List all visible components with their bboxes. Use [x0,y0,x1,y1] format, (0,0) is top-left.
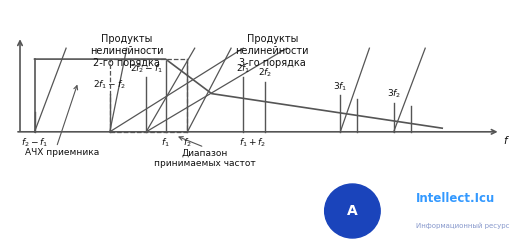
Text: Продукты
нелинейности
2-го порядка: Продукты нелинейности 2-го порядка [90,34,164,68]
Text: АЧХ приемника: АЧХ приемника [25,148,99,157]
Ellipse shape [324,184,380,238]
Text: $2f_1$: $2f_1$ [236,62,250,74]
Text: $2f_2-f_1$: $2f_2-f_1$ [130,62,163,74]
Text: $f_1$: $f_1$ [161,137,170,149]
Text: $f_2$: $f_2$ [183,137,192,149]
Text: $3f_2$: $3f_2$ [387,88,401,100]
Text: Продукты
нелинейности
3-го порядка: Продукты нелинейности 3-го порядка [235,34,309,68]
Text: $2f_2$: $2f_2$ [258,66,272,79]
Text: Информационный ресурс: Информационный ресурс [416,223,509,229]
Text: $2f_1-f_2$: $2f_1-f_2$ [93,78,126,91]
Text: A: A [347,204,358,218]
Text: Диапазон
принимаемых частот: Диапазон принимаемых частот [153,148,255,168]
Text: $f_1+f_2$: $f_1+f_2$ [239,137,266,149]
Text: $f_2-f_1$: $f_2-f_1$ [21,137,48,149]
Text: Intellect.Icu: Intellect.Icu [416,192,495,205]
Text: $3f_1$: $3f_1$ [333,80,348,93]
Text: $f$: $f$ [503,134,510,146]
Bar [110,59,187,132]
